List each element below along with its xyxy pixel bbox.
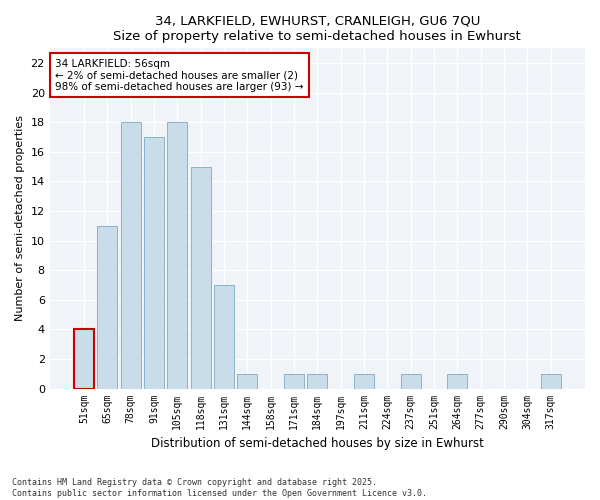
- Text: 34 LARKFIELD: 56sqm
← 2% of semi-detached houses are smaller (2)
98% of semi-det: 34 LARKFIELD: 56sqm ← 2% of semi-detache…: [55, 58, 304, 92]
- Y-axis label: Number of semi-detached properties: Number of semi-detached properties: [15, 116, 25, 322]
- Bar: [401, 374, 421, 388]
- Bar: [167, 122, 187, 388]
- X-axis label: Distribution of semi-detached houses by size in Ewhurst: Distribution of semi-detached houses by …: [151, 437, 484, 450]
- Bar: [307, 374, 327, 388]
- Bar: [238, 374, 257, 388]
- Bar: [214, 285, 234, 389]
- Bar: [284, 374, 304, 388]
- Bar: [191, 166, 211, 388]
- Bar: [144, 137, 164, 388]
- Bar: [97, 226, 117, 388]
- Bar: [541, 374, 560, 388]
- Bar: [121, 122, 140, 388]
- Bar: [448, 374, 467, 388]
- Title: 34, LARKFIELD, EWHURST, CRANLEIGH, GU6 7QU
Size of property relative to semi-det: 34, LARKFIELD, EWHURST, CRANLEIGH, GU6 7…: [113, 15, 521, 43]
- Bar: [74, 330, 94, 388]
- Bar: [354, 374, 374, 388]
- Text: Contains HM Land Registry data © Crown copyright and database right 2025.
Contai: Contains HM Land Registry data © Crown c…: [12, 478, 427, 498]
